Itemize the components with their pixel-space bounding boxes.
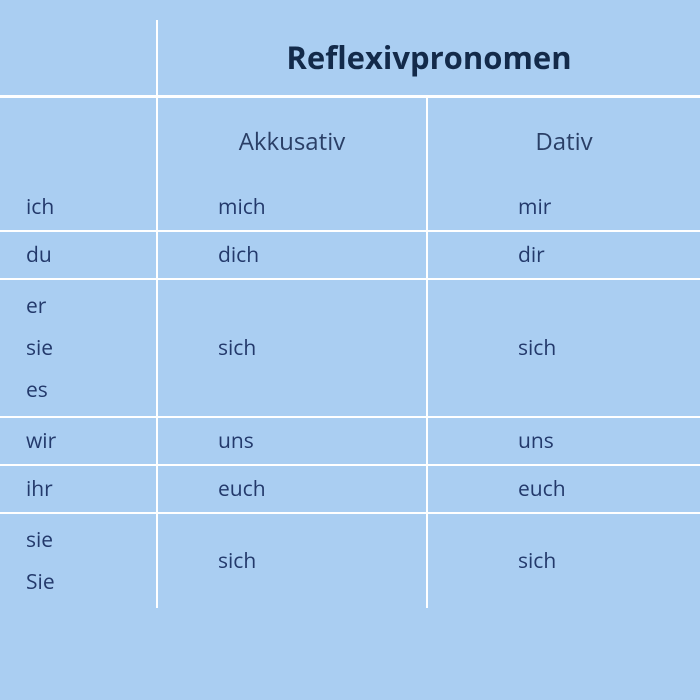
akkusativ-cell-ich: mich xyxy=(158,184,428,232)
pronoun-cell-wir: wir xyxy=(0,418,158,466)
dativ-cell-du: dir xyxy=(428,232,700,280)
akkusativ-cell-ihr: euch xyxy=(158,466,428,514)
column-header-akkusativ: Akkusativ xyxy=(239,125,346,158)
dativ-cell-ich: mir xyxy=(428,184,700,232)
pronoun-cell-ihr: ihr xyxy=(0,466,158,514)
pronoun-ich: ich xyxy=(26,193,54,221)
dativ-ihr: euch xyxy=(518,475,566,503)
pronoun-sie-3sg: sie xyxy=(26,334,156,362)
dativ-ich: mir xyxy=(518,193,551,221)
akkusativ-cell-er-sie-es: sich xyxy=(158,280,428,418)
pronoun-cell-er-sie-es: er sie es xyxy=(0,280,158,418)
dativ-cell-er-sie-es: sich xyxy=(428,280,700,418)
pronoun-Sie-formal: Sie xyxy=(26,568,156,596)
akkusativ-cell-du: dich xyxy=(158,232,428,280)
dativ-er-sie-es: sich xyxy=(518,334,556,362)
column-header-akkusativ-cell: Akkusativ xyxy=(158,98,428,184)
akkusativ-sie-Sie: sich xyxy=(218,547,256,575)
dativ-wir: uns xyxy=(518,427,554,455)
column-header-dativ-cell: Dativ xyxy=(428,98,700,184)
pronoun-wir: wir xyxy=(26,427,56,455)
dativ-cell-sie-Sie: sich xyxy=(428,514,700,608)
akkusativ-ich: mich xyxy=(218,193,266,221)
akkusativ-cell-sie-Sie: sich xyxy=(158,514,428,608)
pronoun-ihr: ihr xyxy=(26,475,53,503)
pronoun-du: du xyxy=(26,241,52,269)
dativ-cell-wir: uns xyxy=(428,418,700,466)
table-title: Reflexivpronomen xyxy=(286,37,571,79)
akkusativ-wir: uns xyxy=(218,427,254,455)
pronoun-er: er xyxy=(26,292,156,320)
table-title-cell: Reflexivpronomen xyxy=(158,20,700,98)
pronoun-cell-du: du xyxy=(0,232,158,280)
akkusativ-ihr: euch xyxy=(218,475,266,503)
akkusativ-er-sie-es: sich xyxy=(218,334,256,362)
corner-empty-top xyxy=(0,20,158,98)
dativ-cell-ihr: euch xyxy=(428,466,700,514)
akkusativ-cell-wir: uns xyxy=(158,418,428,466)
column-header-dativ: Dativ xyxy=(535,125,592,158)
akkusativ-du: dich xyxy=(218,241,259,269)
pronoun-cell-ich: ich xyxy=(0,184,158,232)
pronoun-es: es xyxy=(26,376,156,404)
pronoun-sie-3pl: sie xyxy=(26,526,156,554)
dativ-du: dir xyxy=(518,241,545,269)
corner-empty-sub xyxy=(0,98,158,184)
reflexive-pronoun-table: Reflexivpronomen Akkusativ Dativ ich mic… xyxy=(0,20,700,608)
dativ-sie-Sie: sich xyxy=(518,547,556,575)
pronoun-cell-sie-Sie: sie Sie xyxy=(0,514,158,608)
